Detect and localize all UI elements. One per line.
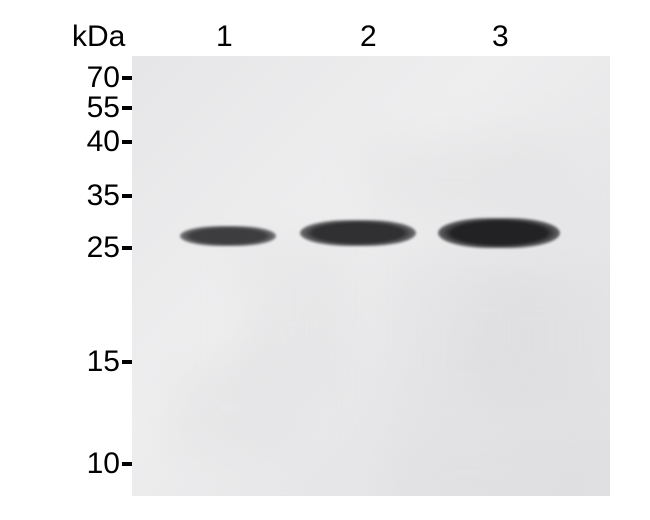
protein-band xyxy=(300,220,416,246)
membrane-noise xyxy=(361,137,565,213)
protein-band xyxy=(180,226,276,246)
marker-label: 70 xyxy=(87,61,120,95)
membrane-noise xyxy=(385,434,595,496)
lane-label-3: 3 xyxy=(492,20,509,54)
marker-label: 55 xyxy=(87,91,120,125)
lane-label-1: 1 xyxy=(216,20,233,54)
marker-label: 25 xyxy=(87,231,120,265)
protein-band xyxy=(438,218,560,248)
lane-label-2: 2 xyxy=(360,20,377,54)
kda-unit-label: kDa xyxy=(72,20,125,54)
membrane-noise xyxy=(467,268,603,404)
blot-membrane xyxy=(132,56,610,496)
marker-label: 10 xyxy=(87,447,120,481)
western-blot-figure: kDa 1 2 3 70 55 40 35 25 15 10 xyxy=(0,0,650,520)
marker-label: 15 xyxy=(87,345,120,379)
marker-label: 40 xyxy=(87,125,120,159)
marker-label: 35 xyxy=(87,179,120,213)
membrane-noise xyxy=(168,361,298,455)
